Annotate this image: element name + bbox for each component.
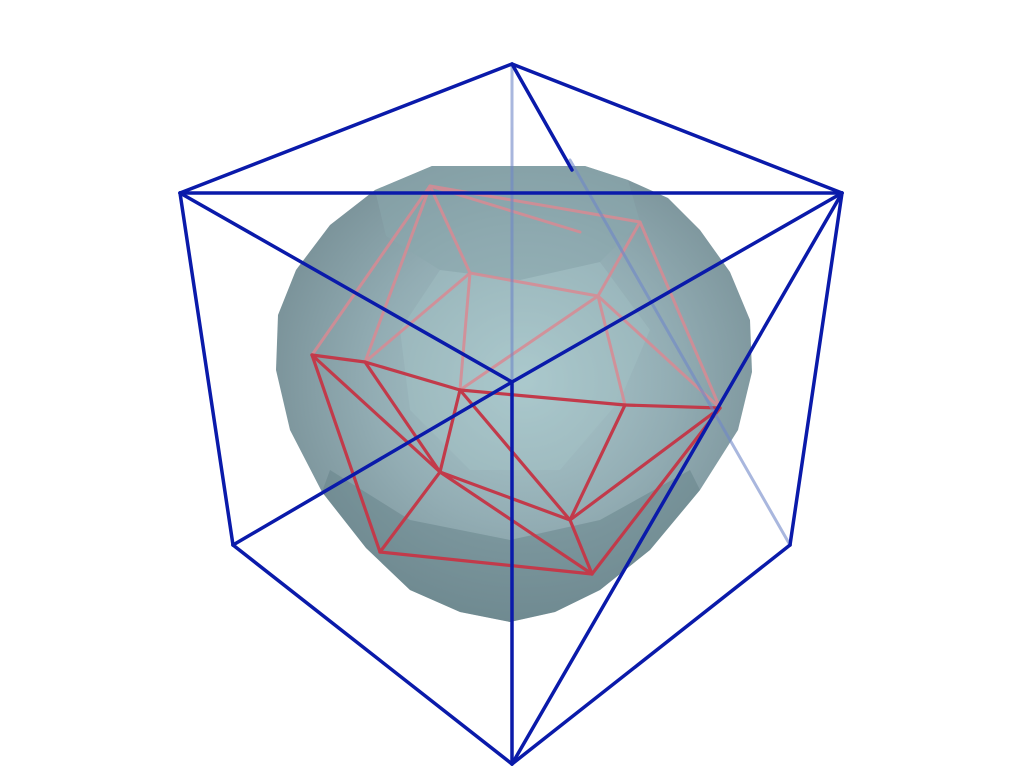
icosahedron-front-edges — [310, 353, 722, 576]
blue-cube-wireframe — [178, 62, 844, 766]
cube-hidden-edges — [510, 62, 792, 547]
solid-center-facet — [400, 262, 650, 470]
cube-visible-edges — [178, 62, 844, 766]
